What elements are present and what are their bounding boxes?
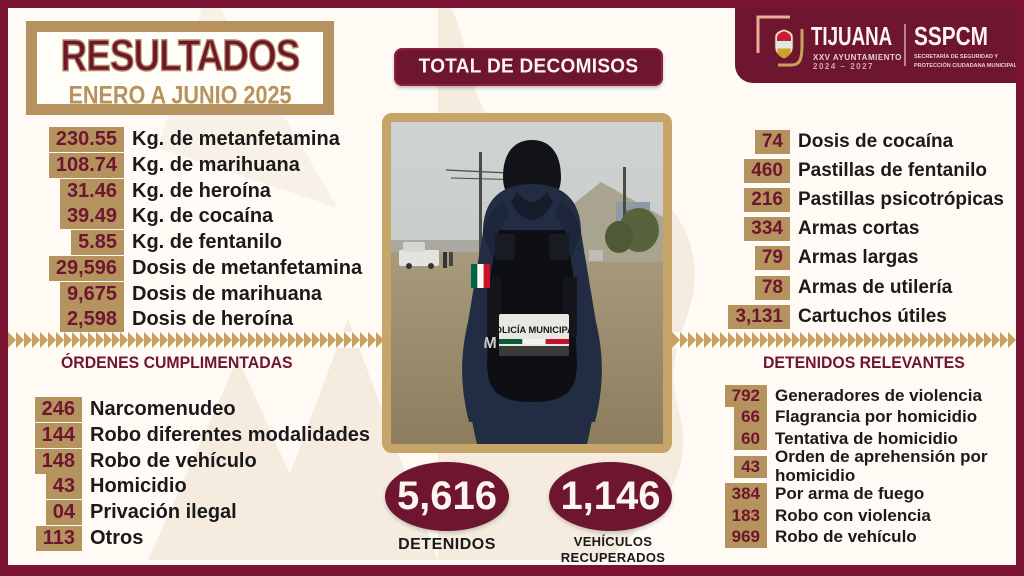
svg-text:POLICÍA MUNICIPAL: POLICÍA MUNICIPAL [489, 325, 580, 335]
